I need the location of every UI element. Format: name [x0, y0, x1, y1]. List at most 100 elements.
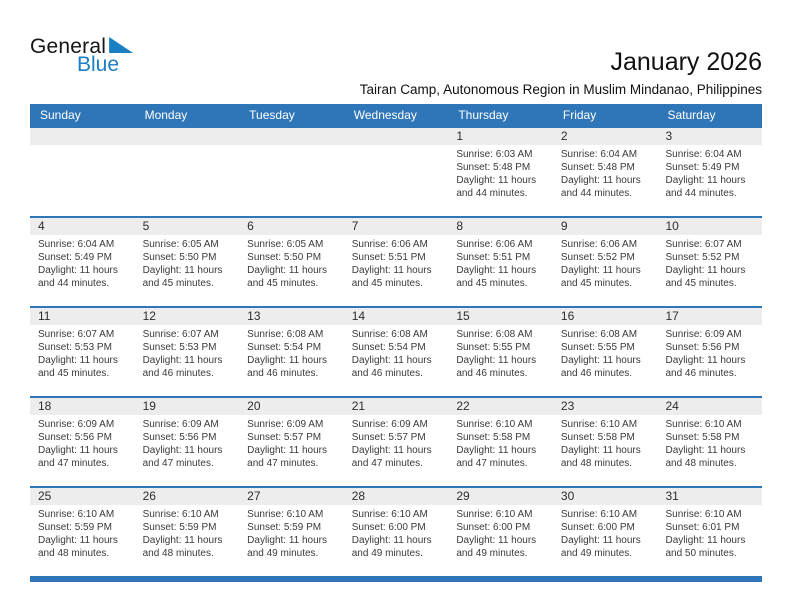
sunset-line: Sunset: 5:58 PM [560, 432, 635, 443]
daylight-line-2: and 45 minutes. [560, 278, 633, 289]
day-cell-4: 4 Sunrise: 6:04 AM Sunset: 5:49 PM Daylight… [30, 218, 135, 306]
day-cell-1: 1 Sunrise: 6:03 AM Sunset: 5:48 PM Daylight… [448, 128, 553, 216]
daylight-line-1: Daylight: 11 hours [142, 535, 223, 546]
sunrise-line: Sunrise: 6:10 AM [456, 419, 533, 430]
day-sun-info: Sunrise: 6:03 AM Sunset: 5:48 PM Daylight:… [448, 145, 553, 200]
sunset-line: Sunset: 5:58 PM [665, 432, 740, 443]
day-sun-info: Sunrise: 6:10 AM Sunset: 6:00 PM Daylight:… [344, 505, 449, 560]
sunrise-line: Sunrise: 6:07 AM [665, 239, 742, 250]
day-number: 31 [657, 488, 763, 505]
daylight-line-2: and 45 minutes. [38, 368, 110, 379]
weekday-label-tuesday: Tuesday [249, 108, 295, 122]
day-number: 29 [448, 488, 553, 505]
day-number: 12 [134, 308, 240, 325]
day-number [134, 128, 240, 145]
day-number: 15 [448, 308, 553, 325]
day-number: 23 [552, 398, 658, 415]
day-number: 5 [134, 218, 240, 235]
sunrise-line: Sunrise: 6:04 AM [560, 149, 638, 160]
sunset-line: Sunset: 5:56 PM [665, 342, 740, 353]
daylight-line-1: Daylight: 11 hours [38, 355, 118, 366]
day-number: 26 [134, 488, 240, 505]
day-sun-info: Sunrise: 6:10 AM Sunset: 6:01 PM Daylight:… [657, 505, 762, 560]
day-cell-25: 25 Sunrise: 6:10 AM Sunset: 5:59 PM Dayligh… [30, 488, 135, 576]
week-row-3: 11 Sunrise: 6:07 AM Sunset: 5:53 PM Dayligh… [30, 306, 763, 396]
day-cell-10: 10 Sunrise: 6:07 AM Sunset: 5:52 PM Dayligh… [657, 218, 763, 306]
day-cell-3: 3 Sunrise: 6:04 AM Sunset: 5:49 PM Daylight… [657, 128, 763, 216]
day-number: 21 [343, 398, 449, 415]
day-number: 16 [552, 308, 658, 325]
weekday-label-thursday: Thursday [458, 108, 509, 122]
weekday-label-monday: Monday [144, 108, 188, 122]
day-sun-info: Sunrise: 6:05 AM Sunset: 5:50 PM Daylight:… [239, 235, 344, 290]
sunset-line: Sunset: 5:59 PM [142, 522, 217, 533]
day-number: 4 [30, 218, 135, 235]
daylight-line-1: Daylight: 11 hours [38, 265, 118, 276]
daylight-line-2: and 47 minutes. [142, 458, 214, 469]
day-number [239, 128, 344, 145]
day-number [30, 128, 135, 145]
daylight-line-2: and 46 minutes. [247, 368, 319, 379]
sunrise-line: Sunrise: 6:10 AM [560, 509, 638, 520]
day-cell-6: 6 Sunrise: 6:05 AM Sunset: 5:50 PM Daylight… [239, 218, 344, 306]
sunset-line: Sunset: 5:49 PM [38, 252, 112, 263]
sunset-line: Sunset: 5:55 PM [560, 342, 635, 353]
day-number: 27 [239, 488, 344, 505]
day-number [343, 128, 449, 145]
sunset-line: Sunset: 5:56 PM [38, 432, 112, 443]
daylight-line-2: and 44 minutes. [665, 188, 737, 199]
weekday-label-friday: Friday [562, 108, 597, 122]
day-sun-info: Sunrise: 6:08 AM Sunset: 5:54 PM Daylight:… [239, 325, 344, 380]
day-cell-14: 14 Sunrise: 6:08 AM Sunset: 5:54 PM Dayligh… [343, 308, 449, 396]
day-sun-info: Sunrise: 6:10 AM Sunset: 5:58 PM Daylight:… [448, 415, 553, 470]
day-cell-15: 15 Sunrise: 6:08 AM Sunset: 5:55 PM Dayligh… [448, 308, 553, 396]
day-cell-18: 18 Sunrise: 6:09 AM Sunset: 5:56 PM Dayligh… [30, 398, 135, 486]
day-sun-info: Sunrise: 6:06 AM Sunset: 5:51 PM Daylight:… [448, 235, 553, 290]
week-row-4: 18 Sunrise: 6:09 AM Sunset: 5:56 PM Dayligh… [30, 396, 763, 486]
daylight-line-2: and 47 minutes. [38, 458, 110, 469]
daylight-line-1: Daylight: 11 hours [665, 535, 746, 546]
day-cell-7: 7 Sunrise: 6:06 AM Sunset: 5:51 PM Daylight… [343, 218, 449, 306]
sunset-line: Sunset: 5:54 PM [351, 342, 426, 353]
day-sun-info: Sunrise: 6:09 AM Sunset: 5:57 PM Daylight:… [344, 415, 449, 470]
day-sun-info: Sunrise: 6:07 AM Sunset: 5:53 PM Daylight:… [30, 325, 135, 380]
day-sun-info: Sunrise: 6:06 AM Sunset: 5:52 PM Daylight:… [553, 235, 658, 290]
day-sun-info: Sunrise: 6:10 AM Sunset: 5:59 PM Daylight:… [239, 505, 344, 560]
daylight-line-1: Daylight: 11 hours [351, 445, 432, 456]
sunset-line: Sunset: 5:56 PM [142, 432, 217, 443]
sunrise-line: Sunrise: 6:09 AM [247, 419, 324, 430]
daylight-line-2: and 47 minutes. [456, 458, 528, 469]
day-cell-29: 29 Sunrise: 6:10 AM Sunset: 6:00 PM Dayligh… [448, 488, 553, 576]
daylight-line-1: Daylight: 11 hours [247, 355, 328, 366]
daylight-line-1: Daylight: 11 hours [560, 445, 641, 456]
day-cell-17: 17 Sunrise: 6:09 AM Sunset: 5:56 PM Dayligh… [657, 308, 763, 396]
sunrise-line: Sunrise: 6:10 AM [247, 509, 324, 520]
day-cell-23: 23 Sunrise: 6:10 AM Sunset: 5:58 PM Dayligh… [552, 398, 658, 486]
sunset-line: Sunset: 6:01 PM [665, 522, 740, 533]
daylight-line-2: and 47 minutes. [247, 458, 319, 469]
sunset-line: Sunset: 5:48 PM [456, 162, 531, 173]
day-sun-info: Sunrise: 6:10 AM Sunset: 5:58 PM Daylight:… [553, 415, 658, 470]
day-sun-info: Sunrise: 6:08 AM Sunset: 5:55 PM Daylight:… [448, 325, 553, 380]
sunset-line: Sunset: 6:00 PM [560, 522, 635, 533]
page-title: January 2026 [610, 48, 762, 77]
daylight-line-2: and 45 minutes. [247, 278, 319, 289]
day-number: 20 [239, 398, 344, 415]
sunrise-line: Sunrise: 6:09 AM [665, 329, 742, 340]
daylight-line-2: and 49 minutes. [456, 548, 528, 559]
sunrise-line: Sunrise: 6:08 AM [456, 329, 533, 340]
sunrise-line: Sunrise: 6:06 AM [456, 239, 533, 250]
day-number: 9 [552, 218, 658, 235]
day-number: 19 [134, 398, 240, 415]
daylight-line-2: and 49 minutes. [247, 548, 319, 559]
daylight-line-2: and 48 minutes. [38, 548, 110, 559]
day-number: 7 [343, 218, 449, 235]
daylight-line-2: and 44 minutes. [560, 188, 633, 199]
day-cell-31: 31 Sunrise: 6:10 AM Sunset: 6:01 PM Dayligh… [657, 488, 763, 576]
day-sun-info: Sunrise: 6:08 AM Sunset: 5:54 PM Daylight:… [344, 325, 449, 380]
sunrise-line: Sunrise: 6:10 AM [665, 509, 742, 520]
calendar-table: Sunday Monday Tuesday Wednesday Thursday Frid… [30, 104, 763, 582]
daylight-line-1: Daylight: 11 hours [142, 445, 223, 456]
day-cell-20: 20 Sunrise: 6:09 AM Sunset: 5:57 PM Dayligh… [239, 398, 344, 486]
